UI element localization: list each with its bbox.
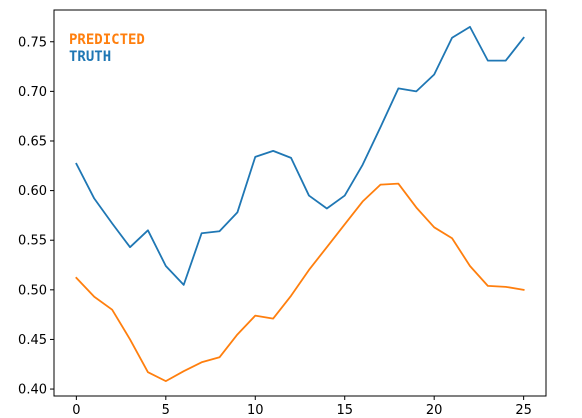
- y-tick-label: 0.50: [18, 283, 47, 298]
- y-tick-label: 0.70: [18, 85, 47, 100]
- x-tick-label: 25: [515, 403, 532, 418]
- x-tick-label: 5: [162, 403, 170, 418]
- x-tick-label: 20: [426, 403, 443, 418]
- y-tick-label: 0.40: [18, 383, 47, 398]
- x-tick-label: 10: [247, 403, 264, 418]
- y-tick-label: 0.60: [18, 184, 47, 199]
- x-tick-label: 15: [336, 403, 353, 418]
- series-line-truth: [75, 25, 525, 286]
- legend-label-truth: TRUTH: [69, 49, 111, 65]
- legend-label-predicted: PREDICTED: [69, 32, 145, 48]
- y-tick-label: 0.55: [18, 234, 47, 249]
- y-tick-label: 0.75: [18, 35, 47, 50]
- y-tick-label: 0.45: [18, 333, 47, 348]
- plot-area: [53, 9, 547, 397]
- series-line-predicted: [75, 182, 525, 383]
- series-lines: [75, 25, 525, 383]
- y-tick-label: 0.65: [18, 134, 47, 149]
- axis-ticks: 0 5 10 15 20 25 0.40 0.45 0.50 0.55 0.60 0.65 0.70 0.…: [18, 35, 532, 418]
- x-tick-label: 0: [72, 403, 80, 418]
